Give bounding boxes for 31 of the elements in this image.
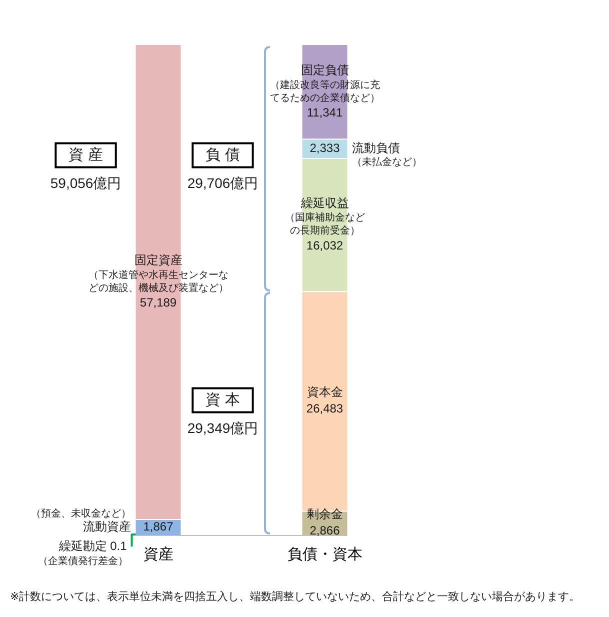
x-tick-label: 負債・資本 xyxy=(287,546,362,564)
series-label: 固定資産 xyxy=(134,253,182,268)
data-label: 2,333 xyxy=(310,141,340,156)
data-label: 26,483 xyxy=(306,402,344,416)
text: 繰延勘定 xyxy=(58,538,107,553)
text: 59,056億円 xyxy=(50,175,122,192)
annotation: 負 債 xyxy=(206,146,240,164)
annotation: （国庫補助金などの長期前受金） xyxy=(284,212,365,237)
x-tick-label: 資産 xyxy=(143,546,174,564)
annotation: 29,706億円 xyxy=(187,175,258,192)
text: （預金、未収金など） xyxy=(30,508,131,520)
annotation: 資 本 xyxy=(206,391,240,408)
data-label: 1,867 xyxy=(143,520,174,534)
text: ※計数については、表示単位未満を四捨五入し、端数調整していないため、合計などと一致しない場合があります。 xyxy=(10,590,580,604)
data-label: 11,341 xyxy=(306,105,343,120)
series-label: 繰延収益 xyxy=(300,196,349,210)
series-label: 流動負債 xyxy=(352,141,400,156)
series-label: 流動資産 xyxy=(82,520,131,534)
data-label: 16,032 xyxy=(306,238,344,252)
series-label: 資本金 xyxy=(306,385,343,400)
series-label: 剰余金 xyxy=(306,506,343,521)
series-label: 固定負債 xyxy=(300,62,349,77)
text: （企業債発行差金） xyxy=(38,554,128,567)
annotation: （建設改良等の財源に充てるための企業債など） xyxy=(270,78,380,104)
data-label: 57,189 xyxy=(140,296,177,310)
text: （未払金など） xyxy=(352,156,422,168)
text: 資 産 xyxy=(68,146,103,164)
annotation: 29,349億円 xyxy=(187,420,258,436)
text: 0.1 xyxy=(110,538,128,553)
data-label: 2,866 xyxy=(310,523,340,538)
annotation: （下水道管や水再生センターなどの施設、機械及び装置など） xyxy=(88,269,228,294)
